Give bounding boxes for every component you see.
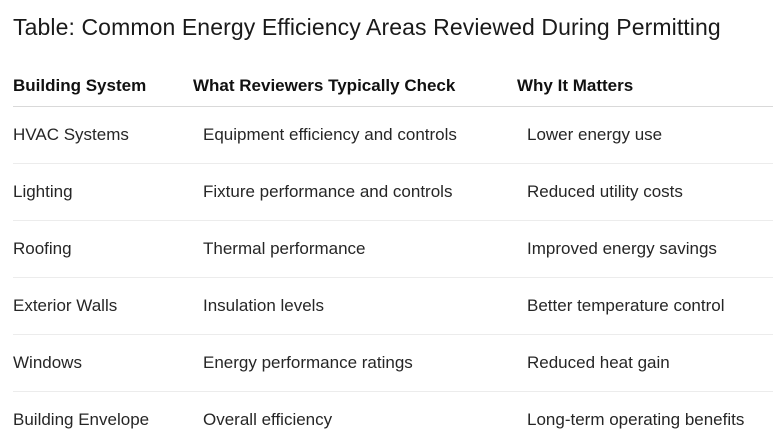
table-row: Exterior Walls Insulation levels Better … [13, 278, 773, 335]
table-row: Building Envelope Overall efficiency Lon… [13, 392, 773, 448]
why-it-matters-cell: Better temperature control [527, 296, 725, 315]
table-row: Lighting Fixture performance and control… [13, 164, 773, 221]
why-it-matters-cell: Improved energy savings [527, 239, 717, 258]
reviewer-check-cell: Overall efficiency [203, 410, 333, 429]
table-header-row: Building System What Reviewers Typically… [13, 66, 773, 107]
energy-efficiency-table: Building System What Reviewers Typically… [13, 66, 773, 448]
reviewer-check-cell: Fixture performance and controls [203, 182, 453, 201]
table-row: Windows Energy performance ratings Reduc… [13, 335, 773, 392]
why-it-matters-cell: Lower energy use [527, 125, 663, 144]
building-system-cell: HVAC Systems [13, 125, 129, 144]
building-system-cell: Roofing [13, 239, 72, 258]
column-header-what-reviewers-check: What Reviewers Typically Check [193, 76, 456, 95]
column-header-building-system: Building System [13, 76, 147, 95]
building-system-cell: Building Envelope [13, 410, 150, 429]
reviewer-check-cell: Energy performance ratings [203, 353, 413, 372]
building-system-cell: Exterior Walls [13, 296, 118, 315]
building-system-cell: Windows [13, 353, 82, 372]
reviewer-check-cell: Thermal performance [203, 239, 366, 258]
table-row: HVAC Systems Equipment efficiency and co… [13, 107, 773, 164]
table-row: Roofing Thermal performance Improved ene… [13, 221, 773, 278]
why-it-matters-cell: Reduced utility costs [527, 182, 683, 201]
building-system-cell: Lighting [13, 182, 73, 201]
reviewer-check-cell: Equipment efficiency and controls [203, 125, 457, 144]
page-title: Table: Common Energy Efficiency Areas Re… [13, 14, 721, 40]
column-header-why-it-matters: Why It Matters [517, 76, 634, 95]
why-it-matters-cell: Reduced heat gain [527, 353, 670, 372]
reviewer-check-cell: Insulation levels [203, 296, 324, 315]
why-it-matters-cell: Long-term operating benefits [527, 410, 745, 429]
